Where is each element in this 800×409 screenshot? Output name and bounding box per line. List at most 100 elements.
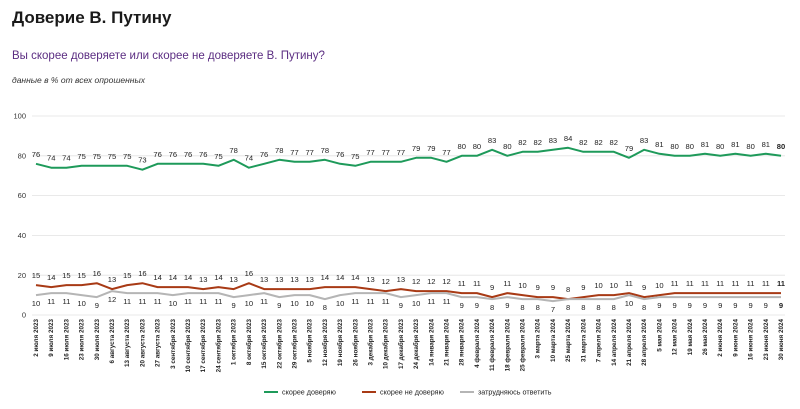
data-label: 76 [184, 150, 192, 159]
x-tick-label: 21 апреля 2024 [626, 319, 633, 366]
data-label: 75 [77, 152, 85, 161]
data-label: 11 [382, 297, 390, 306]
x-tick-label: 3 марта 2024 [535, 319, 542, 359]
chart-note: данные в % от всех опрошенных [12, 75, 145, 85]
x-tick-label: 16 июня 2024 [748, 319, 755, 361]
x-tick-label: 3 сентября 2023 [169, 319, 177, 369]
x-tick-label: 7 апреля 2024 [596, 319, 603, 363]
x-tick-label: 12 мая 2024 [672, 319, 679, 356]
data-label: 9 [748, 301, 752, 310]
x-tick-label: 20 августа 2023 [139, 319, 146, 367]
data-label: 77 [381, 148, 389, 157]
data-label: 13 [397, 275, 405, 284]
data-label: 10 [625, 299, 633, 308]
x-tick-label: 11 февраля 2024 [489, 319, 496, 371]
data-label: 75 [93, 152, 101, 161]
data-label: 77 [305, 148, 313, 157]
data-label: 12 [412, 277, 420, 286]
x-tick-label: 2 июля 2023 [33, 319, 40, 357]
data-label: 11 [123, 297, 131, 306]
data-label: 79 [625, 144, 633, 153]
series-line [35, 146, 782, 171]
x-tick-label: 25 марта 2024 [565, 319, 572, 362]
data-label: 9 [581, 283, 585, 292]
x-tick-label: 19 ноября 2023 [336, 319, 344, 367]
data-label: 14 [321, 273, 329, 282]
data-label: 12 [427, 277, 435, 286]
data-label: 14 [153, 273, 161, 282]
data-label: 77 [397, 148, 405, 157]
data-label: 14 [47, 273, 55, 282]
data-label: 12 [108, 295, 116, 304]
data-label: 9 [764, 301, 768, 310]
data-label: 76 [199, 150, 207, 159]
data-label: 11 [458, 279, 466, 288]
data-label: 11 [154, 297, 162, 306]
data-label: 76 [169, 150, 177, 159]
x-tick-label: 2 июня 2024 [717, 319, 724, 357]
data-label: 8 [596, 303, 600, 312]
data-label: 76 [336, 150, 344, 159]
x-tick-label: 9 июня 2024 [732, 319, 739, 357]
data-label: 10 [610, 281, 618, 290]
data-label: 82 [518, 138, 526, 147]
data-label: 9 [490, 283, 494, 292]
data-label: 75 [214, 152, 222, 161]
data-label: 8 [612, 303, 616, 312]
data-label: 9 [657, 301, 661, 310]
x-tick-label: 18 февраля 2024 [504, 319, 511, 372]
data-label: 13 [290, 275, 298, 284]
x-tick-label: 28 апреля 2024 [641, 319, 648, 366]
x-tick-label: 13 августа 2023 [124, 319, 131, 367]
data-label: 81 [701, 140, 709, 149]
data-label: 11 [716, 279, 724, 288]
data-label: 9 [733, 301, 737, 310]
x-tick-label: 19 мая 2024 [687, 319, 694, 356]
x-tick-label: 30 июля 2023 [94, 319, 101, 361]
data-label: 10 [518, 281, 526, 290]
data-label: 11 [215, 297, 223, 306]
data-label: 9 [277, 301, 281, 310]
x-tick-label: 5 мая 2024 [656, 319, 663, 352]
x-tick-label: 10 сентября 2023 [184, 319, 192, 373]
data-label: 13 [229, 275, 237, 284]
data-label: 12 [381, 277, 389, 286]
data-label: 75 [108, 152, 116, 161]
data-label: 10 [655, 281, 663, 290]
data-label: 14 [184, 273, 192, 282]
data-label: 11 [625, 279, 633, 288]
data-label: 10 [594, 281, 602, 290]
data-label: 10 [412, 299, 420, 308]
x-tick-label: 10 декабря 2023 [382, 319, 390, 369]
data-label: 11 [47, 297, 55, 306]
data-label: 81 [655, 140, 663, 149]
data-label: 78 [229, 146, 237, 155]
data-label: 75 [123, 152, 131, 161]
data-label: 82 [610, 138, 618, 147]
data-label: 11 [503, 279, 511, 288]
y-tick-label: 80 [18, 151, 26, 160]
data-label: 15 [123, 271, 131, 280]
data-label: 9 [460, 301, 464, 310]
x-tick-label: 23 июля 2023 [79, 319, 86, 361]
data-label: 9 [703, 301, 707, 310]
x-tick-label: 24 сентября 2023 [214, 319, 222, 373]
data-label: 76 [32, 150, 40, 159]
x-tick-label: 6 августа 2023 [109, 319, 116, 364]
x-tick-label: 28 января 2024 [459, 319, 466, 366]
x-tick-label: 26 мая 2024 [702, 319, 709, 356]
data-label: 82 [534, 138, 542, 147]
x-tick-label: 12 ноября 2023 [321, 319, 329, 367]
data-label: 11 [762, 279, 770, 288]
data-label: 14 [351, 273, 359, 282]
x-tick-label: 22 октября 2023 [275, 319, 283, 369]
data-label: 10 [245, 299, 253, 308]
data-label: 11 [138, 297, 146, 306]
x-tick-label: 1 октября 2023 [230, 319, 238, 366]
data-label: 15 [32, 271, 40, 280]
x-tick-label: 24 декабря 2023 [412, 319, 420, 369]
data-label: 11 [184, 297, 192, 306]
data-label: 83 [549, 136, 557, 145]
data-label: 11 [686, 279, 694, 288]
data-label: 10 [336, 299, 344, 308]
